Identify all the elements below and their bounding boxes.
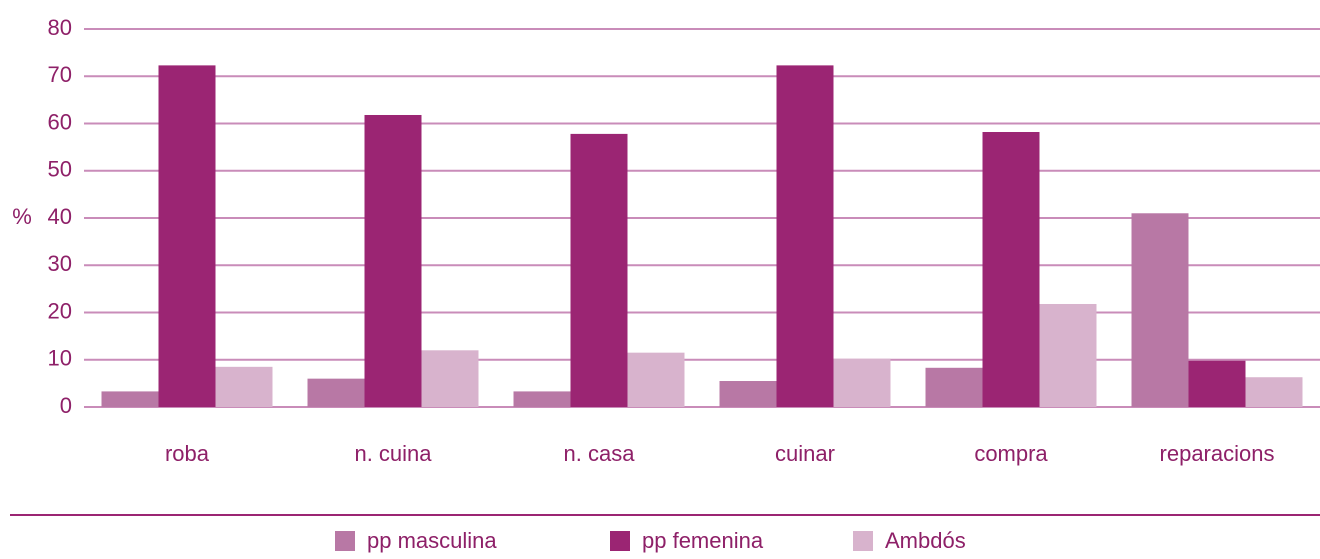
y-tick-label: 0	[60, 393, 72, 418]
bar	[925, 367, 983, 407]
x-tick-label: roba	[165, 441, 210, 466]
y-tick-label: 70	[48, 62, 72, 87]
y-tick-label: 50	[48, 157, 72, 182]
legend-label: pp masculina	[367, 528, 497, 553]
legend-swatch	[335, 531, 355, 551]
y-axis-label: %	[12, 204, 32, 229]
bar	[982, 132, 1040, 407]
bar	[158, 65, 216, 407]
bar	[101, 391, 159, 407]
bar	[307, 378, 365, 407]
legend-swatch	[853, 531, 873, 551]
x-tick-label: n. casa	[564, 441, 636, 466]
bar	[364, 114, 422, 408]
x-tick-label: compra	[974, 441, 1048, 466]
bar	[421, 350, 479, 407]
bar	[833, 358, 891, 407]
x-tick-label: cuinar	[775, 441, 835, 466]
legend-label: pp femenina	[642, 528, 764, 553]
bar	[719, 381, 777, 407]
y-tick-label: 60	[48, 109, 72, 134]
bar	[1131, 213, 1189, 407]
bar	[1245, 377, 1303, 407]
y-tick-label: 10	[48, 346, 72, 371]
y-tick-label: 40	[48, 204, 72, 229]
bar	[776, 65, 834, 407]
x-tick-label: reparacions	[1160, 441, 1275, 466]
legend-label: Ambdós	[885, 528, 966, 553]
bar	[570, 133, 628, 407]
y-tick-label: 30	[48, 251, 72, 276]
x-tick-label: n. cuina	[354, 441, 432, 466]
legend-swatch	[610, 531, 630, 551]
bar	[513, 391, 571, 407]
bar	[215, 366, 273, 407]
bar	[627, 352, 685, 407]
bar	[1039, 303, 1097, 407]
y-tick-label: 80	[48, 15, 72, 40]
y-tick-label: 20	[48, 298, 72, 323]
bar	[1188, 360, 1246, 407]
